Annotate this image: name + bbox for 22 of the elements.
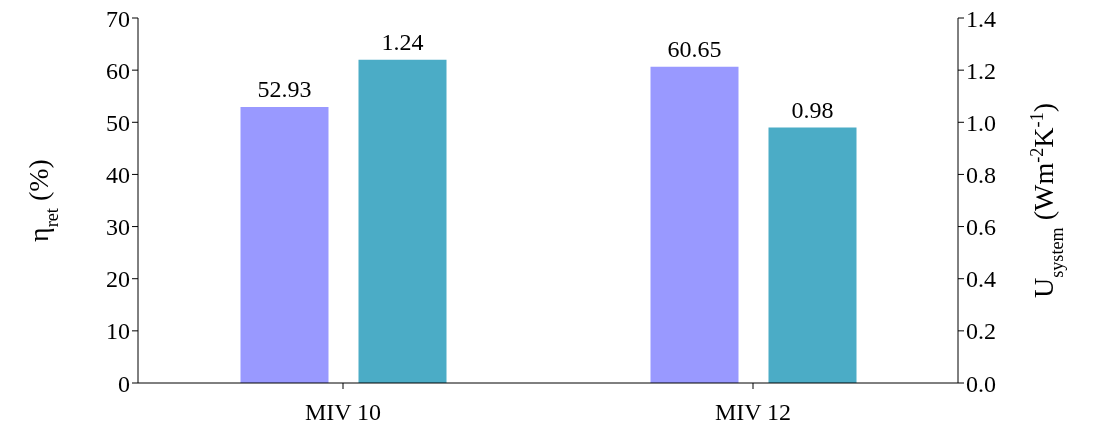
y-tick-label: 0	[118, 370, 130, 397]
y-tick-label: 30	[106, 214, 130, 241]
data-label: 60.65	[667, 35, 722, 62]
data-label: 1.24	[381, 28, 424, 55]
y2-tick-label: 0.2	[966, 318, 996, 345]
y-tick-label: 50	[106, 109, 130, 136]
y2-tick-label: 1.2	[966, 57, 996, 84]
y2-tick-label: 0.4	[966, 266, 996, 293]
y2-tick-label: 0.8	[966, 161, 996, 188]
y-tick-label: 10	[106, 318, 130, 345]
y2-tick-label: 1.4	[966, 5, 996, 32]
y-tick-label: 40	[106, 161, 130, 188]
y-tick-label: 60	[106, 57, 130, 84]
y2-tick-label: 0.6	[966, 214, 996, 241]
y-tick-label: 20	[106, 266, 130, 293]
y-tick-label: 70	[106, 5, 130, 32]
x-tick-label: MIV 12	[714, 399, 792, 426]
y2-tick-label: 0.0	[966, 370, 996, 397]
x-tick-label: MIV 10	[304, 399, 382, 426]
data-label: 0.98	[791, 96, 834, 123]
data-label: 52.93	[257, 76, 312, 103]
y2-tick-label: 1.0	[966, 109, 996, 136]
